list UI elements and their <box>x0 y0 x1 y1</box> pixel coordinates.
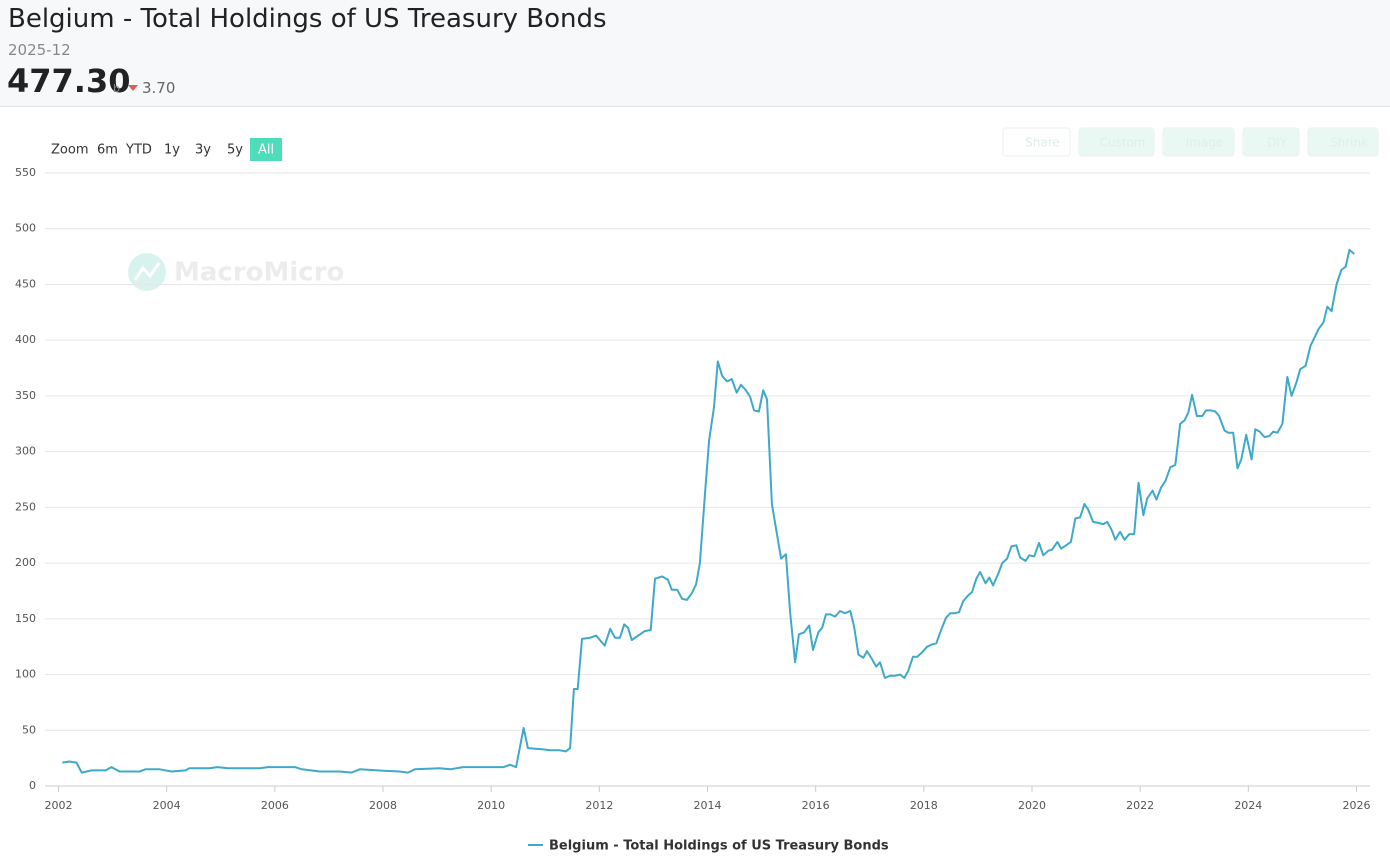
x-tick-label: 2012 <box>585 799 613 812</box>
y-tick-label: 50 <box>22 723 36 736</box>
y-tick-label: 300 <box>15 445 36 458</box>
range-button[interactable]: All <box>258 143 274 158</box>
x-tick-label: 2026 <box>1342 799 1370 812</box>
x-tick-label: 2018 <box>910 799 938 812</box>
x-tick-label: 2022 <box>1126 799 1154 812</box>
range-button[interactable]: 3y <box>195 143 211 158</box>
y-tick-label: 250 <box>15 500 36 513</box>
x-tick-label: 2010 <box>477 799 505 812</box>
action-label[interactable]: Image <box>1186 136 1224 150</box>
x-tick-label: 2016 <box>802 799 830 812</box>
down-arrow <box>128 85 138 91</box>
action-button[interactable] <box>1307 127 1379 157</box>
watermark: MacroMicro <box>128 253 344 291</box>
x-tick-label: 2008 <box>369 799 397 812</box>
watermark-text: MacroMicro <box>174 258 344 288</box>
x-tick-label: 2006 <box>261 799 289 812</box>
title: Belgium - Total Holdings of US Treasury … <box>8 4 607 34</box>
x-tick-label: 2002 <box>45 799 73 812</box>
x-tick-label: 2014 <box>694 799 722 812</box>
action-button[interactable] <box>1242 127 1300 157</box>
y-tick-label: 100 <box>15 668 36 681</box>
y-tick-label: 150 <box>15 612 36 625</box>
change: 3.70 <box>142 79 176 97</box>
range-button[interactable]: 6m <box>97 143 118 158</box>
y-tick-label: 500 <box>15 222 36 235</box>
range-button[interactable]: 1y <box>164 143 180 158</box>
latest-value: 477.30 <box>7 62 131 100</box>
range-button[interactable]: 5y <box>227 143 243 158</box>
header: Belgium - Total Holdings of US Treasury … <box>0 0 1390 107</box>
y-tick-label: 200 <box>15 556 36 569</box>
y-tick-label: 350 <box>15 389 36 402</box>
range-button-bg[interactable] <box>250 138 282 161</box>
legend-label: Belgium - Total Holdings of US Treasury … <box>549 839 889 854</box>
data-line <box>62 248 1355 774</box>
date: 2025-12 <box>8 41 71 59</box>
y-tick-label: 450 <box>15 277 36 290</box>
action-button[interactable] <box>1162 127 1235 157</box>
x-tick-label: 2004 <box>153 799 181 812</box>
zoom-label: Zoom <box>51 143 88 158</box>
unit: b <box>113 82 120 95</box>
y-tick-label: 550 <box>15 166 36 179</box>
action-label[interactable]: Share <box>1025 136 1060 150</box>
y-tick-label: 400 <box>15 333 36 346</box>
y-tick-label: 0 <box>29 779 36 792</box>
range-button[interactable]: YTD <box>125 143 152 158</box>
x-tick-label: 2020 <box>1018 799 1046 812</box>
action-button[interactable] <box>1002 127 1071 157</box>
x-tick-label: 2024 <box>1234 799 1262 812</box>
action-button[interactable] <box>1078 127 1155 157</box>
action-label[interactable]: Shrink <box>1330 136 1368 150</box>
action-label[interactable]: Custom <box>1100 136 1146 150</box>
action-label[interactable]: DIY <box>1267 136 1288 150</box>
